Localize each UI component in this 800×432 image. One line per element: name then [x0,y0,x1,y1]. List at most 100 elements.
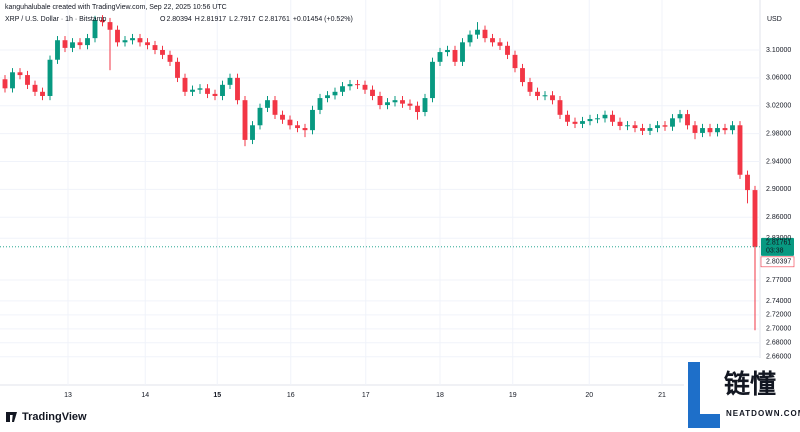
countdown-label: 03:38 [766,248,784,255]
candle-body [55,40,60,60]
candle-body [602,114,608,119]
y-tick-label: 2.68000 [766,340,791,347]
candle-body [167,54,173,62]
candle-body [722,128,728,131]
candle-body [220,84,225,96]
logo-text: TradingView [22,411,87,423]
candle-body [475,29,480,35]
candle-body [385,102,390,106]
candle-body [587,118,593,122]
candle-body [85,38,90,46]
ohlc-value: 2.81917 [201,16,226,23]
candle-body [565,114,570,122]
candle-body [610,114,615,122]
candle-body [280,114,285,120]
candle-body [617,121,623,126]
candle-body [520,68,525,83]
y-tick-label: 3.06000 [766,75,791,82]
y-tick-label: 3.02000 [766,103,791,110]
candle-body [490,38,495,43]
candle-body [572,121,578,124]
x-tick-label: 21 [658,392,666,399]
candle-body [175,61,180,78]
y-tick-label: 3.10000 [766,47,791,54]
currency: USD [767,16,782,23]
candle-body [407,103,413,106]
candle-body [190,89,195,92]
candle-body [640,128,645,131]
x-tick-label: 16 [287,392,295,399]
candle-body [197,88,203,90]
grid [0,0,760,385]
x-tick-label: 17 [362,392,370,399]
candle-body [160,49,165,55]
candle-body [415,105,420,113]
y-tick-label: 2.77000 [766,277,791,284]
x-tick-label: 15 [213,392,221,399]
candle-body [580,121,585,124]
candle-body [317,98,323,110]
candle-body [347,84,353,87]
candle-body [707,128,713,133]
x-tick-label: 13 [64,392,72,399]
candle-body [25,75,30,85]
candle-body [422,98,428,113]
y-tick-label: 2.98000 [766,130,791,137]
candle-body [685,114,690,126]
candle-body [205,88,210,94]
candle-body [715,128,720,133]
prev-price-badge [760,256,795,268]
candle-body [10,72,15,89]
prev-price-label: 2.80397 [766,259,791,266]
y-tick-label: 2.72000 [766,312,791,319]
candle-body [662,125,668,127]
candle-body [400,100,405,104]
candle-body [730,125,735,131]
candle-body [632,125,638,129]
watermark-en: NEATDOWN.COM [726,409,800,418]
candle-body [302,128,308,131]
candle-body [595,118,600,120]
candle-body [287,119,293,126]
y-tick-label: 2.66000 [766,354,791,361]
candle-body [527,82,533,92]
candle-body [445,49,450,53]
x-tick-label: 19 [509,392,517,399]
y-tick-label: 2.86000 [766,214,791,221]
ohlc-value: 2.81761 [265,16,290,23]
ohlc-value: 2.7917 [234,16,256,23]
logo-icon [6,412,17,422]
candle-body [355,84,360,86]
candle-body [377,95,383,106]
attribution: kanguhalubale created with TradingView.c… [5,4,227,11]
candle-body [535,91,540,96]
ohlc-key: H [195,16,200,23]
tradingview-logo: TradingView [6,411,87,423]
candle-body [100,20,105,23]
candle-body [752,190,758,247]
candle-body [542,95,548,97]
x-tick-label: 18 [436,392,444,399]
x-tick-label: 20 [585,392,593,399]
candle-body [325,95,330,99]
watermark-cn: 链懂 [724,369,776,399]
x-tick-label: 14 [141,392,149,399]
candle-body [77,42,83,46]
y-tick-label: 2.70000 [766,326,791,333]
candle-body [310,109,315,131]
candle-body [505,45,510,55]
candle-body [62,40,68,48]
candle-body [670,118,675,127]
candle-body [452,49,458,62]
y-tick-label: 2.94000 [766,158,791,165]
candle-body [467,34,473,43]
y-tick-label: 2.83000 [766,235,791,242]
watermark-logo [688,362,720,428]
candle-body [362,84,368,90]
candle-body [370,89,375,96]
candle-body [272,100,278,115]
candle-body [340,86,345,92]
candle-body [332,91,338,96]
